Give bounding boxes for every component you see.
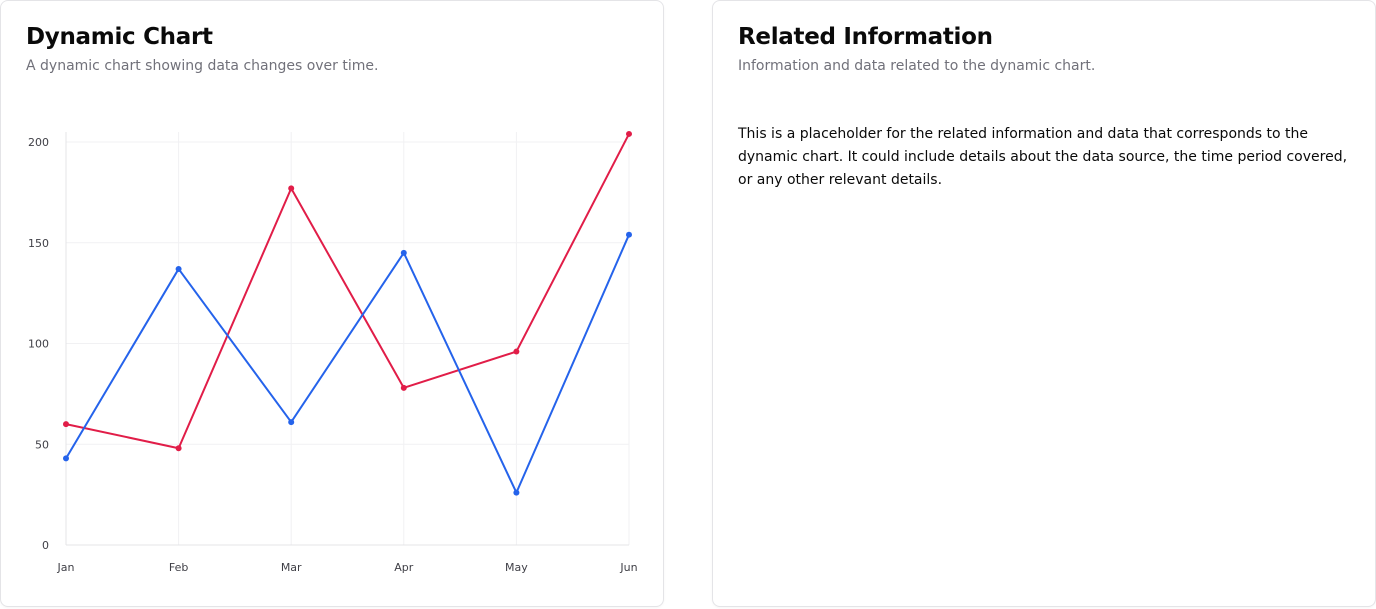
info-card: Related Information Information and data…	[712, 0, 1376, 607]
data-point-series-1[interactable]	[288, 185, 295, 192]
x-tick-label: Feb	[169, 561, 188, 574]
chart-card-title: Dynamic Chart	[26, 24, 213, 50]
data-point-series-1[interactable]	[513, 348, 520, 355]
x-tick-label: May	[505, 561, 528, 574]
line-chart: 0 50 100 150 200 Jan Feb Mar Apr May Jun	[28, 130, 638, 574]
chart-card-description: A dynamic chart showing data changes ove…	[26, 58, 379, 74]
data-point-series-2[interactable]	[175, 265, 182, 272]
data-point-series-1[interactable]	[626, 130, 632, 137]
y-tick-label: 150	[28, 237, 49, 250]
info-card-body: This is a placeholder for the related in…	[738, 126, 1348, 188]
series-line-1	[65, 132, 630, 450]
y-tick-label: 200	[28, 136, 49, 149]
data-point-series-2[interactable]	[513, 489, 520, 496]
y-tick-label: 50	[35, 438, 49, 451]
data-point-series-2[interactable]	[400, 249, 407, 256]
data-point-series-2[interactable]	[626, 231, 632, 238]
series-line-2	[65, 233, 630, 494]
info-card-title: Related Information	[738, 24, 993, 50]
y-tick-label: 100	[28, 338, 49, 351]
x-tick-label: Mar	[281, 561, 302, 574]
info-card-description: Information and data related to the dyna…	[738, 58, 1096, 74]
data-point-series-1[interactable]	[400, 384, 407, 391]
data-point-series-1[interactable]	[175, 445, 182, 452]
x-tick-label: Apr	[394, 561, 414, 574]
chart-card: Dynamic Chart A dynamic chart showing da…	[0, 0, 664, 607]
chart-axes: 0 50 100 150 200 Jan Feb Mar Apr May Jun	[28, 132, 638, 574]
x-tick-label: Jun	[619, 561, 637, 574]
x-tick-label: Jan	[57, 561, 75, 574]
data-point-series-1[interactable]	[63, 421, 69, 428]
data-point-series-2[interactable]	[63, 455, 69, 462]
chart-series	[63, 130, 632, 496]
y-tick-label: 0	[42, 539, 49, 552]
data-point-series-2[interactable]	[288, 419, 295, 426]
